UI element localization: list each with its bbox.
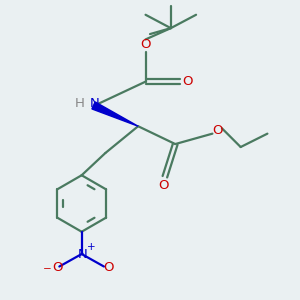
Text: N: N	[78, 248, 88, 260]
Text: O: O	[103, 261, 114, 274]
Text: +: +	[87, 242, 95, 252]
Text: O: O	[52, 261, 63, 274]
Text: N: N	[90, 97, 100, 110]
Text: O: O	[158, 179, 169, 192]
Polygon shape	[92, 102, 138, 126]
Text: O: O	[212, 124, 223, 136]
Text: −: −	[43, 265, 52, 275]
Text: O: O	[182, 75, 192, 88]
Text: H: H	[75, 97, 85, 110]
Text: O: O	[140, 38, 151, 51]
